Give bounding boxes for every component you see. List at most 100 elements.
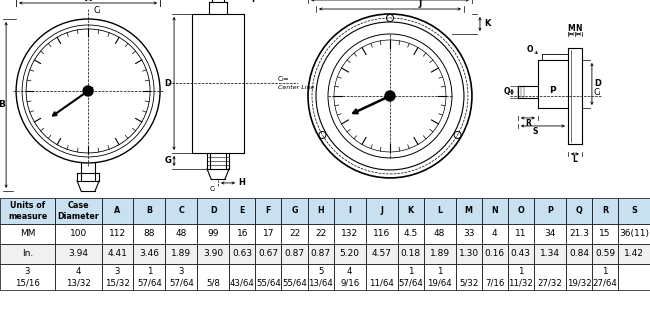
Text: 5/8: 5/8 xyxy=(206,278,220,287)
Text: 3.46: 3.46 xyxy=(140,249,159,258)
Text: A: A xyxy=(84,0,92,2)
Text: 4.5: 4.5 xyxy=(404,230,418,239)
Bar xyxy=(0,198,55,224)
Bar xyxy=(165,198,198,224)
Text: Cₗ: Cₗ xyxy=(209,186,215,192)
Text: 22: 22 xyxy=(315,230,326,239)
Text: 0.43: 0.43 xyxy=(511,249,531,258)
Text: 1: 1 xyxy=(603,267,608,276)
Bar xyxy=(592,224,618,244)
Text: F: F xyxy=(266,207,271,216)
Bar xyxy=(0,264,55,290)
Text: 116: 116 xyxy=(373,230,390,239)
Bar xyxy=(198,244,229,264)
Text: H: H xyxy=(317,207,324,216)
Bar xyxy=(566,198,592,224)
Text: 4.41: 4.41 xyxy=(108,249,127,258)
Text: 11: 11 xyxy=(515,230,527,239)
Text: 3.90: 3.90 xyxy=(203,249,224,258)
Text: 57/64: 57/64 xyxy=(137,278,162,287)
Bar xyxy=(482,264,508,290)
Bar xyxy=(55,264,101,290)
Text: 55/64: 55/64 xyxy=(282,278,307,287)
Bar xyxy=(534,244,566,264)
Text: D: D xyxy=(594,80,601,88)
Text: O: O xyxy=(526,45,533,54)
Text: 48: 48 xyxy=(176,230,187,239)
Bar xyxy=(618,264,650,290)
Bar xyxy=(229,224,255,244)
Text: P: P xyxy=(550,86,556,95)
Bar xyxy=(55,224,101,244)
Text: 5: 5 xyxy=(318,267,324,276)
Text: 48: 48 xyxy=(434,230,445,239)
Text: D: D xyxy=(164,79,172,88)
Bar xyxy=(366,224,398,244)
Bar xyxy=(618,198,650,224)
Text: N: N xyxy=(576,25,582,34)
Bar xyxy=(592,244,618,264)
Bar xyxy=(366,244,398,264)
Text: Center Line: Center Line xyxy=(278,85,315,90)
Text: 4: 4 xyxy=(347,267,352,276)
Text: H: H xyxy=(239,179,246,188)
Bar xyxy=(165,264,198,290)
Bar xyxy=(482,244,508,264)
Text: R: R xyxy=(525,119,531,128)
Bar xyxy=(618,224,650,244)
Text: R: R xyxy=(602,207,608,216)
Bar xyxy=(198,198,229,224)
Text: 1.89: 1.89 xyxy=(172,249,191,258)
Text: 4: 4 xyxy=(75,267,81,276)
Bar xyxy=(508,198,534,224)
Bar xyxy=(456,264,482,290)
Circle shape xyxy=(385,91,395,101)
Text: 19/64: 19/64 xyxy=(427,278,452,287)
Bar xyxy=(133,264,165,290)
Bar xyxy=(165,244,198,264)
Text: 1.42: 1.42 xyxy=(624,249,644,258)
Bar xyxy=(534,264,566,290)
Bar xyxy=(0,224,55,244)
Bar xyxy=(101,264,133,290)
Circle shape xyxy=(83,86,93,96)
Text: Q: Q xyxy=(575,207,582,216)
Bar xyxy=(398,244,424,264)
Text: 4: 4 xyxy=(492,230,497,239)
Text: 27/32: 27/32 xyxy=(538,278,562,287)
Bar xyxy=(456,224,482,244)
Text: 11/64: 11/64 xyxy=(369,278,394,287)
Text: J: J xyxy=(380,207,383,216)
Text: 1.30: 1.30 xyxy=(459,249,478,258)
Bar xyxy=(508,264,534,290)
Text: L: L xyxy=(437,207,442,216)
Text: O: O xyxy=(517,207,525,216)
Text: F: F xyxy=(251,0,257,3)
Text: Units of
measure: Units of measure xyxy=(8,201,47,220)
Bar xyxy=(618,244,650,264)
Bar xyxy=(0,244,55,264)
Text: S: S xyxy=(532,128,538,137)
Text: P: P xyxy=(547,207,553,216)
Text: 57/64: 57/64 xyxy=(169,278,194,287)
Text: 34: 34 xyxy=(544,230,556,239)
Text: 99: 99 xyxy=(207,230,219,239)
Text: 16: 16 xyxy=(237,230,248,239)
Text: 0.87: 0.87 xyxy=(285,249,305,258)
Bar xyxy=(281,264,307,290)
Bar xyxy=(424,244,456,264)
Text: 100: 100 xyxy=(70,230,87,239)
Text: B: B xyxy=(146,207,153,216)
Text: 5/32: 5/32 xyxy=(459,278,478,287)
Text: Cₗ: Cₗ xyxy=(594,88,601,97)
Bar xyxy=(592,264,618,290)
Text: 0.59: 0.59 xyxy=(595,249,615,258)
Bar xyxy=(424,264,456,290)
Text: 0.63: 0.63 xyxy=(232,249,252,258)
Text: 27/64: 27/64 xyxy=(593,278,618,287)
Text: 55/64: 55/64 xyxy=(256,278,281,287)
Bar xyxy=(398,264,424,290)
Bar xyxy=(398,198,424,224)
Bar xyxy=(333,264,366,290)
Bar xyxy=(307,198,333,224)
